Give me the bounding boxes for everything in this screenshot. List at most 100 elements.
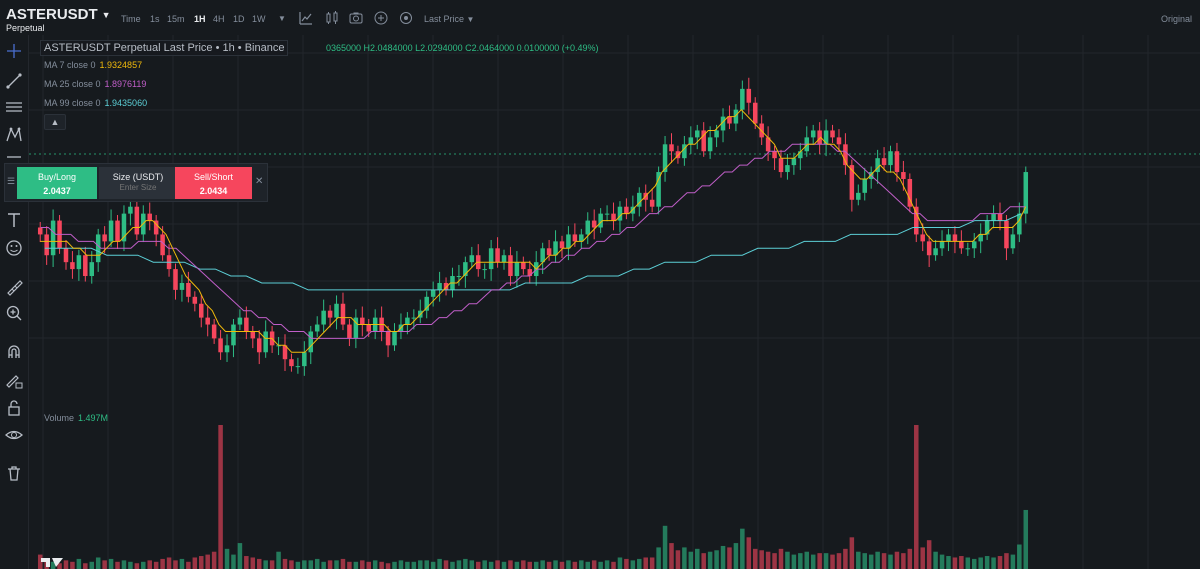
volume-bar — [379, 561, 384, 569]
ma25-line — [40, 143, 1026, 339]
zoom-in-icon[interactable] — [4, 303, 24, 323]
tab-time[interactable]: Time — [121, 14, 141, 24]
candle-body — [108, 220, 114, 242]
magnet-icon[interactable] — [4, 342, 24, 362]
volume-bar — [830, 554, 835, 569]
price-chart[interactable] — [29, 35, 1200, 569]
volume-bar — [475, 561, 481, 569]
volume-bar — [179, 558, 185, 569]
size-field: Size (USDT) — [99, 167, 177, 199]
price-type-selector[interactable]: Last Price ▼ — [424, 14, 474, 24]
candle-body — [772, 151, 777, 159]
volume-bar — [95, 557, 101, 569]
ma7-legend[interactable]: MA 7 close 0 1.9324857 — [44, 60, 142, 70]
volume-bar — [798, 553, 803, 569]
ma99-line — [44, 213, 1022, 291]
candle-type-icon[interactable] — [324, 10, 340, 26]
candle-body — [250, 331, 256, 339]
tradingview-logo-icon — [41, 558, 63, 567]
pattern-icon[interactable] — [4, 125, 24, 145]
more-timeframes-chevron-icon[interactable]: ▼ — [278, 14, 286, 23]
volume-bar — [740, 528, 745, 569]
volume-bar — [946, 556, 951, 569]
crosshair-icon[interactable] — [4, 41, 24, 61]
volume-bar — [282, 558, 288, 569]
candle-body — [134, 206, 140, 235]
volume-bar — [437, 558, 442, 569]
volume-bar — [695, 548, 700, 569]
tab-15m[interactable]: 15m — [167, 14, 185, 24]
indicators-icon[interactable] — [298, 10, 314, 26]
volume-bar — [637, 558, 642, 569]
volume-bar — [108, 558, 114, 569]
camera-icon[interactable] — [348, 10, 364, 26]
ma99-label: MA 99 close 0 — [44, 98, 101, 108]
candle-body — [714, 130, 719, 138]
trend-line-icon[interactable] — [4, 71, 24, 91]
horizontal-lines-icon[interactable] — [4, 97, 24, 117]
text-icon[interactable] — [4, 210, 24, 230]
candle-body — [443, 282, 449, 290]
volume-bar — [656, 547, 661, 569]
volume-value: 1.497M — [78, 413, 109, 423]
emoji-icon[interactable] — [4, 238, 24, 258]
chart-title[interactable]: ASTERUSDT Perpetual Last Price • 1h • Bi… — [40, 40, 289, 56]
lock-icon[interactable] — [4, 398, 24, 418]
volume-bar — [688, 551, 694, 569]
candle-body — [856, 192, 861, 200]
tab-1s[interactable]: 1s — [150, 14, 160, 24]
fib-icon[interactable] — [4, 153, 24, 173]
candle-body — [933, 248, 938, 256]
chevron-down-icon: ▼ — [101, 10, 111, 21]
lock-drawing-icon[interactable] — [4, 370, 24, 390]
volume-bar — [128, 561, 133, 569]
candle-body — [44, 234, 49, 256]
tab-4h[interactable]: 4H — [213, 14, 225, 24]
tab-1h[interactable]: 1H — [194, 14, 206, 24]
volume-bar — [347, 561, 352, 569]
sell-short-button[interactable]: Sell/Short 2.0434 — [175, 167, 252, 199]
tab-1d[interactable]: 1D — [233, 14, 245, 24]
ruler-icon[interactable] — [4, 277, 24, 297]
tab-1w[interactable]: 1W — [252, 14, 266, 24]
candle-body — [463, 262, 468, 277]
drag-handle-icon[interactable]: ☰ — [7, 176, 16, 186]
volume-bar — [720, 545, 726, 569]
candle-body — [604, 213, 610, 215]
size-input[interactable] — [101, 182, 175, 193]
candle-body — [946, 234, 951, 242]
size-label: Size (USDT) — [112, 172, 164, 182]
volume-bar — [836, 553, 842, 569]
settings-icon[interactable] — [398, 10, 414, 26]
ma25-legend[interactable]: MA 25 close 0 1.8976119 — [44, 79, 146, 89]
add-circle-icon[interactable] — [373, 10, 389, 26]
volume-bar — [430, 561, 436, 569]
volume-bar — [991, 557, 996, 569]
buy-long-button[interactable]: Buy/Long 2.0437 — [17, 167, 97, 199]
candle-body — [901, 172, 906, 179]
close-icon[interactable]: ✕ — [255, 176, 264, 187]
volume-bar — [166, 557, 172, 569]
candle-body — [1010, 234, 1016, 249]
volume-bar — [965, 557, 971, 569]
volume-bar — [340, 558, 346, 569]
candle-body — [456, 276, 462, 278]
eye-icon[interactable] — [4, 425, 24, 445]
candle-body — [875, 158, 880, 173]
original-view-toggle[interactable]: Original — [1160, 14, 1192, 24]
volume-bar — [443, 560, 449, 569]
ma99-legend[interactable]: MA 99 close 0 1.9435060 — [44, 98, 147, 108]
candle-body — [360, 317, 365, 325]
candle-body — [186, 282, 191, 297]
collapse-legend-chevron-up-icon[interactable]: ▲ — [44, 114, 66, 130]
volume-bar — [804, 551, 810, 569]
candle-body — [224, 345, 230, 353]
volume-bar — [643, 557, 648, 569]
volume-bar — [682, 547, 687, 569]
volume-bar — [192, 557, 198, 569]
symbol-selector[interactable]: ASTERUSDT ▼ — [6, 6, 111, 23]
candle-body — [939, 241, 945, 249]
candle-body — [256, 338, 262, 353]
trash-icon[interactable] — [4, 463, 24, 483]
candle-body — [160, 234, 165, 256]
